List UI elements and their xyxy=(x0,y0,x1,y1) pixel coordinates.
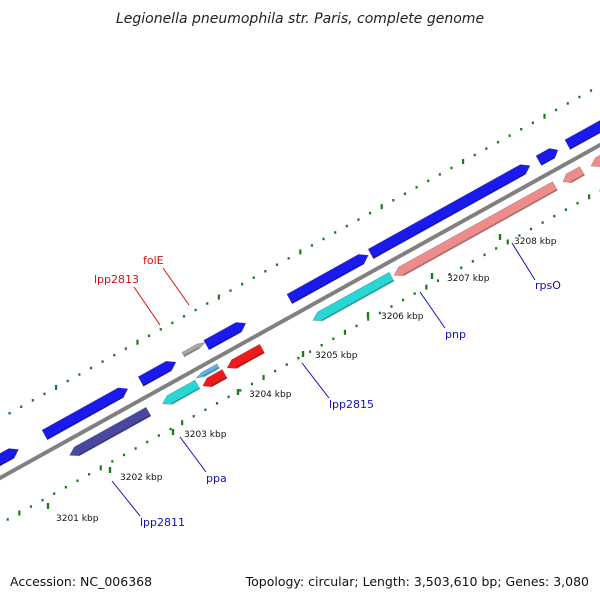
position-tick-label: 3203 kbp xyxy=(184,430,227,440)
gene-arrow-shadow xyxy=(321,279,394,321)
gene-arrow-shadow xyxy=(183,346,200,357)
gene-callout-line xyxy=(162,267,190,306)
gene-arrow-rev-h xyxy=(562,166,586,184)
gene-arrow-rev-g xyxy=(393,181,558,277)
gene-arrow-rev-d xyxy=(202,369,228,388)
position-tick-label: 3206 kbp xyxy=(381,312,424,322)
gene-arrow-fwd-b xyxy=(41,387,129,441)
gene-label: pnp xyxy=(445,328,466,341)
gene-label: lpp2811 xyxy=(140,516,185,529)
gene-label: ppa xyxy=(206,472,227,485)
gene-arrow-fwd-g xyxy=(367,164,531,260)
gene-arrow-shadow xyxy=(78,414,151,456)
gene-arrow-shadow xyxy=(540,156,555,166)
accession-text: Accession: NC_006368 xyxy=(10,574,152,589)
position-tick-label: 3207 kbp xyxy=(447,274,490,284)
gene-arrow-rev-e xyxy=(226,343,265,369)
gene-arrow-rev-a xyxy=(69,406,152,457)
gene-arrow-shadow xyxy=(211,376,228,387)
gene-arrow-shadow xyxy=(570,173,585,183)
gene-callout-line xyxy=(301,362,330,399)
map-title: Legionella pneumophila str. Paris, compl… xyxy=(116,11,484,27)
gene-label: rpsO xyxy=(535,279,561,292)
position-tick-label: 3205 kbp xyxy=(315,351,358,361)
gene-arrow-fwd-f xyxy=(286,254,369,305)
gene-arrow-fwd-c xyxy=(137,360,177,387)
gene-label: lpp2813 xyxy=(94,273,139,286)
gene-arrow-fwd-e xyxy=(203,322,247,351)
gene-arrow-fwd-a xyxy=(0,448,19,467)
position-tick-label: 3208 kbp xyxy=(514,237,557,247)
gene-label: folE xyxy=(143,254,164,267)
position-tick-label: 3204 kbp xyxy=(249,390,292,400)
gene-callout-line xyxy=(111,480,141,517)
gene-arrow-rev-f xyxy=(312,271,395,322)
gene-arrow-shadow xyxy=(142,369,172,387)
gene-callout-line xyxy=(419,291,446,329)
gene-label: lpp2815 xyxy=(329,398,374,411)
gene-arrow-shadow xyxy=(171,387,200,405)
gene-arrow-shadow xyxy=(372,172,526,259)
gene-callout-line xyxy=(179,436,207,473)
genome-stats-text: Topology: circular; Length: 3,503,610 bp… xyxy=(245,574,589,589)
genome-backbone xyxy=(0,142,600,481)
outer-tick-line xyxy=(8,89,593,415)
gene-arrow-fwd-i xyxy=(564,120,600,150)
gene-arrow-shadow xyxy=(402,188,558,276)
gene-arrow-fwd-d xyxy=(181,342,206,358)
gene-arrow-fwd-h xyxy=(535,148,559,166)
gene-arrow-rev-b xyxy=(161,379,201,405)
gene-arrow-shadow xyxy=(291,262,364,304)
label-layer: 3201 kbp 3202 kbp 3203 kbp 3204 kbp 3205 kbp… xyxy=(46,234,561,529)
gene-arrow-shadow xyxy=(235,351,265,369)
position-tick-label: 3201 kbp xyxy=(56,514,99,524)
gene-callout-line xyxy=(133,286,161,326)
gene-callout-line xyxy=(511,242,536,281)
backbone-layer xyxy=(0,142,600,481)
gene-arrow-rev-c xyxy=(195,363,220,379)
gene-arrow-shadow xyxy=(203,366,220,377)
gene-arrow-shadow xyxy=(208,330,242,350)
position-tick-label: 3202 kbp xyxy=(120,473,163,483)
gene-arrow-rev-i xyxy=(590,154,600,167)
feature-layer xyxy=(0,120,600,467)
gene-arrow-shadow xyxy=(569,131,600,150)
gene-arrow-shadow xyxy=(46,396,124,440)
inner-tick-line xyxy=(6,189,600,521)
tick-layer xyxy=(6,89,600,521)
gene-arrow-shadow xyxy=(0,456,15,466)
